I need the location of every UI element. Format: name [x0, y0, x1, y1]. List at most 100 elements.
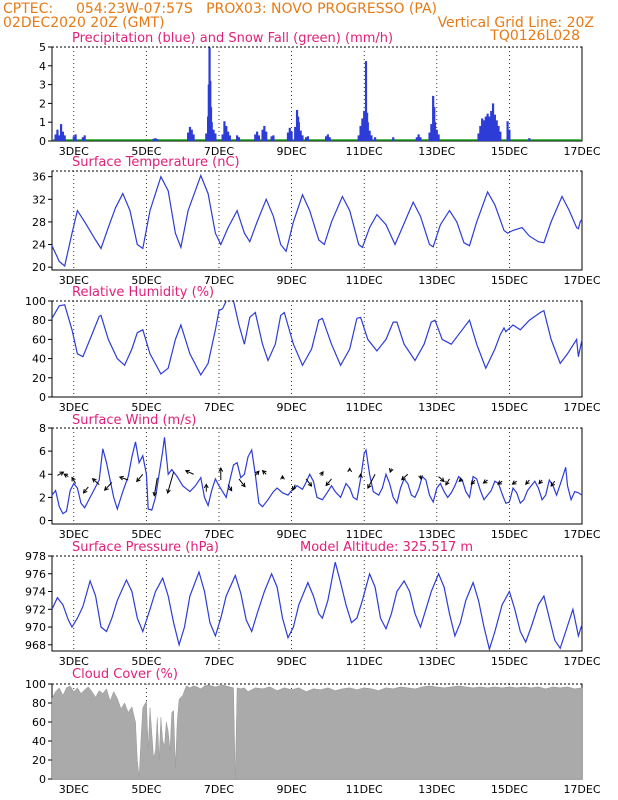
precip-bar	[482, 120, 486, 141]
precip-bar	[477, 133, 480, 141]
wind-arrow-shaft	[119, 476, 129, 481]
precip-bar	[190, 129, 193, 141]
wind-arrow	[184, 469, 194, 475]
precip-bar	[74, 134, 77, 141]
cloud-x-tick-label: 15DEC	[491, 783, 528, 796]
wind-arrow	[538, 479, 543, 485]
cloud-y-tick-label: 20	[32, 754, 46, 767]
wind-arrow	[118, 475, 129, 481]
precip-x-tick-label: 13DEC	[418, 145, 455, 158]
temperature-x-tick-label: 9DEC	[277, 274, 307, 287]
wind-arrow	[57, 471, 65, 476]
precip-bar	[265, 131, 268, 141]
wind-arrow-shaft	[438, 476, 445, 482]
precip-bar	[272, 135, 275, 141]
temperature-x-tick-label: 7DEC	[204, 274, 234, 287]
temperature-y-tick-label: 32	[32, 193, 46, 206]
humidity-x-tick-label: 5DEC	[131, 401, 161, 414]
wind-arrow	[218, 467, 224, 481]
humidity-x-tick-label: 9DEC	[277, 401, 307, 414]
precip-bar	[188, 126, 192, 141]
wind-arrow-shaft	[367, 474, 376, 489]
precip-x-tick-label: 9DEC	[277, 145, 307, 158]
wind-frame	[51, 427, 583, 525]
wind-arrow-head	[439, 477, 445, 483]
precip-x-tick-label: 7DEC	[204, 145, 234, 158]
precip-bar	[373, 137, 377, 141]
wind-arrow-head	[103, 486, 109, 491]
wind-x-tick-label: 13DEC	[418, 528, 455, 541]
precip-bar	[490, 110, 493, 141]
precip-bar	[261, 129, 264, 141]
wind-y-tick-label: 2	[39, 491, 46, 504]
wind-line	[51, 437, 583, 515]
precip-bar	[305, 137, 308, 141]
wind-arrow-head	[118, 475, 124, 481]
wind-arrow	[438, 476, 445, 483]
precip-bar	[290, 131, 293, 141]
wind-arrow	[482, 479, 488, 484]
precip-x-tick-label: 11DEC	[346, 145, 383, 158]
precip-bar	[152, 138, 155, 141]
wind-arrow	[358, 473, 363, 478]
wind-arrow-head	[525, 480, 530, 486]
precip-y-tick-label: 1	[39, 116, 46, 129]
precip-frame	[51, 46, 583, 142]
pressure-x-tick-label: 5DEC	[131, 655, 161, 668]
wind-arrow	[71, 476, 77, 484]
wind-arrow-head	[418, 475, 423, 481]
precip-bar	[433, 122, 437, 141]
wind-arrow-head	[470, 480, 476, 486]
wind-arrow-shaft	[92, 478, 100, 486]
precip-bar	[497, 125, 500, 141]
precip-bar	[326, 134, 329, 141]
pressure-y-tick-label: 976	[25, 568, 46, 581]
wind-arrow-head	[152, 491, 158, 497]
wind-arrow-head	[166, 488, 171, 494]
wind-arrow-head	[71, 476, 76, 482]
precip-bar	[72, 136, 75, 141]
precip-x-tick-label: 5DEC	[131, 145, 161, 158]
cloud-x-tick-label: 9DEC	[277, 783, 307, 796]
cloud-y-tick-label: 100	[25, 678, 46, 691]
pressure-y-tick-label: 972	[25, 603, 46, 616]
precip-bar	[357, 135, 360, 141]
precip-x-tick-label: 3DEC	[59, 145, 89, 158]
wind-arrow-shaft	[167, 471, 175, 494]
temperature-y-tick-label: 24	[32, 239, 46, 252]
precip-y-tick-label: 3	[39, 79, 46, 92]
wind-arrow-head	[63, 473, 69, 478]
temperature-x-tick-label: 13DEC	[418, 274, 455, 287]
temperature-x-tick-label: 17DEC	[563, 274, 600, 287]
precip-bar	[488, 116, 491, 141]
precip-bar	[212, 129, 215, 141]
wind-x-tick-label: 5DEC	[131, 528, 161, 541]
wind-arrow-shaft	[71, 477, 77, 484]
wind-arrow-shaft	[401, 473, 409, 481]
precip-bar	[226, 131, 230, 141]
wind-x-tick-label: 15DEC	[491, 528, 528, 541]
precip-bar	[223, 121, 226, 141]
header-location: 054:23W-07:57S PROX03: NOVO PROGRESSO (P…	[76, 1, 437, 17]
wind-title: Surface Wind (m/s)	[72, 413, 196, 428]
precip-bar	[205, 133, 208, 141]
precip-x-tick-label: 15DEC	[491, 145, 528, 158]
humidity-y-tick-label: 40	[32, 353, 46, 366]
wind-arrow-head	[227, 486, 233, 492]
pressure-x-tick-label: 13DEC	[418, 655, 455, 668]
wind-arrow	[82, 486, 89, 494]
precip-bar	[493, 114, 496, 141]
wind-arrow-shaft	[104, 482, 113, 491]
precip-bar	[225, 125, 228, 141]
wind-arrow	[166, 471, 175, 494]
cloud-y-tick-label: 80	[32, 697, 46, 710]
humidity-x-tick-label: 3DEC	[59, 401, 89, 414]
cloud-title: Cloud Cover (%)	[72, 667, 178, 682]
pressure-x-tick-label: 15DEC	[491, 655, 528, 668]
precip-bar	[361, 118, 364, 141]
header-grid-note: Vertical Grid Line: 20Z	[438, 15, 594, 31]
temperature-y-tick-label: 28	[32, 216, 46, 229]
wind-x-tick-label: 11DEC	[346, 528, 383, 541]
temperature-x-tick-label: 15DEC	[491, 274, 528, 287]
